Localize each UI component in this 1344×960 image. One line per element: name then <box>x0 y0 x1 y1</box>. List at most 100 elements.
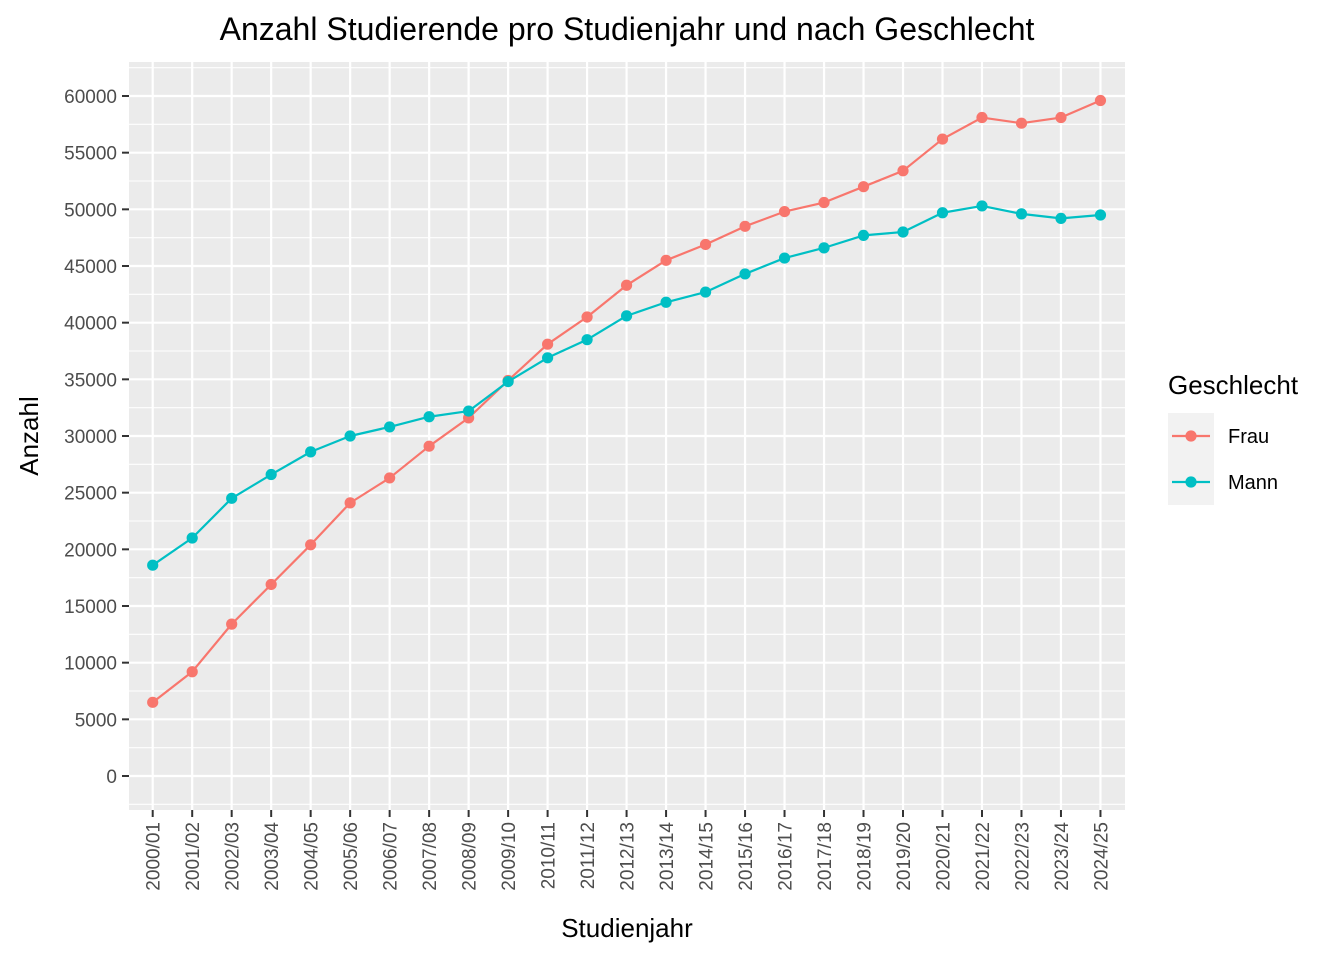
data-point <box>305 539 317 551</box>
data-point <box>344 497 356 509</box>
y-tick-label: 60000 <box>64 87 117 108</box>
data-point <box>1094 209 1107 221</box>
x-axis: 2000/01 2001/02 2002/03 2003/04 2004/05 2005/… <box>144 810 1112 891</box>
y-tick-label: 55000 <box>64 144 117 165</box>
data-point <box>897 226 909 238</box>
data-point <box>976 200 988 212</box>
x-tick-label: 2023/24 <box>1052 822 1073 891</box>
x-tick-label: 2015/16 <box>736 822 757 891</box>
data-point <box>226 492 238 504</box>
x-tick-label: 2013/14 <box>657 822 678 891</box>
data-point <box>1055 111 1067 124</box>
x-tick-label: 2004/05 <box>302 822 323 891</box>
y-axis: 0 5000 10000 15000 20000 25000 30000 35000 40000… <box>64 87 129 788</box>
data-point <box>542 352 554 364</box>
data-point <box>186 666 198 678</box>
data-point <box>778 206 791 218</box>
data-point <box>502 376 514 388</box>
data-point <box>1015 208 1028 220</box>
data-point <box>699 238 712 251</box>
x-tick-label: 2020/21 <box>934 822 955 891</box>
data-point <box>660 296 672 308</box>
legend-label: Mann <box>1228 472 1278 494</box>
data-point <box>699 286 712 298</box>
data-point <box>423 440 435 452</box>
data-point <box>423 411 435 423</box>
x-tick-label: 2008/09 <box>460 822 481 891</box>
y-tick-label: 5000 <box>75 710 117 731</box>
data-point <box>384 421 396 433</box>
x-axis-title: Studienjahr <box>561 913 693 943</box>
x-tick-label: 2007/08 <box>420 822 441 891</box>
data-point <box>344 430 356 442</box>
data-point <box>147 696 159 708</box>
legend-label: Frau <box>1228 426 1269 448</box>
y-tick-label: 10000 <box>64 654 117 675</box>
data-point <box>1055 212 1067 224</box>
legend-item-mann: Mann <box>1168 459 1278 505</box>
x-tick-label: 2021/22 <box>973 822 994 891</box>
x-tick-label: 2022/23 <box>1012 822 1033 891</box>
data-point <box>265 468 277 481</box>
y-tick-label: 30000 <box>64 427 117 448</box>
data-point <box>857 229 870 241</box>
x-tick-label: 2010/11 <box>539 822 560 889</box>
data-point <box>581 334 593 346</box>
data-point <box>384 472 396 484</box>
data-point <box>936 207 949 219</box>
data-point <box>660 254 672 266</box>
x-tick-label: 2006/07 <box>381 822 402 891</box>
data-point <box>936 133 949 145</box>
data-point <box>976 111 988 124</box>
y-axis-title: Anzahl <box>14 396 44 476</box>
chart-title: Anzahl Studierende pro Studienjahr und n… <box>220 11 1035 47</box>
data-point <box>542 338 554 350</box>
legend-key-point <box>1185 430 1197 442</box>
data-point <box>265 578 277 591</box>
data-point <box>818 196 830 209</box>
data-point <box>620 279 633 291</box>
y-tick-label: 45000 <box>64 257 117 278</box>
data-point <box>1094 94 1107 107</box>
x-tick-label: 2005/06 <box>341 822 362 891</box>
data-point <box>857 181 870 193</box>
data-point <box>778 252 791 264</box>
x-tick-label: 2001/02 <box>183 822 204 891</box>
x-tick-label: 2002/03 <box>223 822 244 891</box>
y-tick-label: 0 <box>106 767 117 788</box>
x-tick-label: 2009/10 <box>499 822 520 891</box>
y-tick-label: 50000 <box>64 200 117 221</box>
legend: Geschlecht Frau Mann <box>1168 370 1299 505</box>
data-point <box>226 618 238 630</box>
x-tick-label: 2019/20 <box>894 822 915 891</box>
x-tick-label: 2024/25 <box>1091 822 1112 891</box>
y-tick-label: 25000 <box>64 484 117 505</box>
data-point <box>897 165 909 177</box>
data-point <box>305 446 317 458</box>
data-point <box>620 310 633 322</box>
x-tick-label: 2003/04 <box>262 822 283 891</box>
grid-major <box>129 62 1125 810</box>
legend-title: Geschlecht <box>1168 370 1299 400</box>
data-point <box>739 268 751 280</box>
y-tick-label: 40000 <box>64 314 117 335</box>
data-point <box>739 220 751 232</box>
data-point <box>1015 117 1028 129</box>
x-tick-label: 2012/13 <box>618 822 639 891</box>
x-tick-label: 2017/18 <box>815 822 836 891</box>
y-tick-label: 20000 <box>64 540 117 561</box>
series-mann <box>147 200 1107 571</box>
data-point <box>147 559 159 571</box>
x-tick-label: 2014/15 <box>697 822 718 891</box>
series-layer <box>147 94 1107 708</box>
legend-item-frau: Frau <box>1168 413 1269 459</box>
y-tick-label: 15000 <box>64 597 117 618</box>
x-tick-label: 2018/19 <box>855 822 876 891</box>
x-tick-label: 2016/17 <box>776 822 797 891</box>
data-point <box>818 242 830 254</box>
x-tick-label: 2011/12 <box>578 822 599 889</box>
x-tick-label: 2000/01 <box>144 822 165 891</box>
data-point <box>581 311 593 323</box>
data-point <box>463 405 475 417</box>
